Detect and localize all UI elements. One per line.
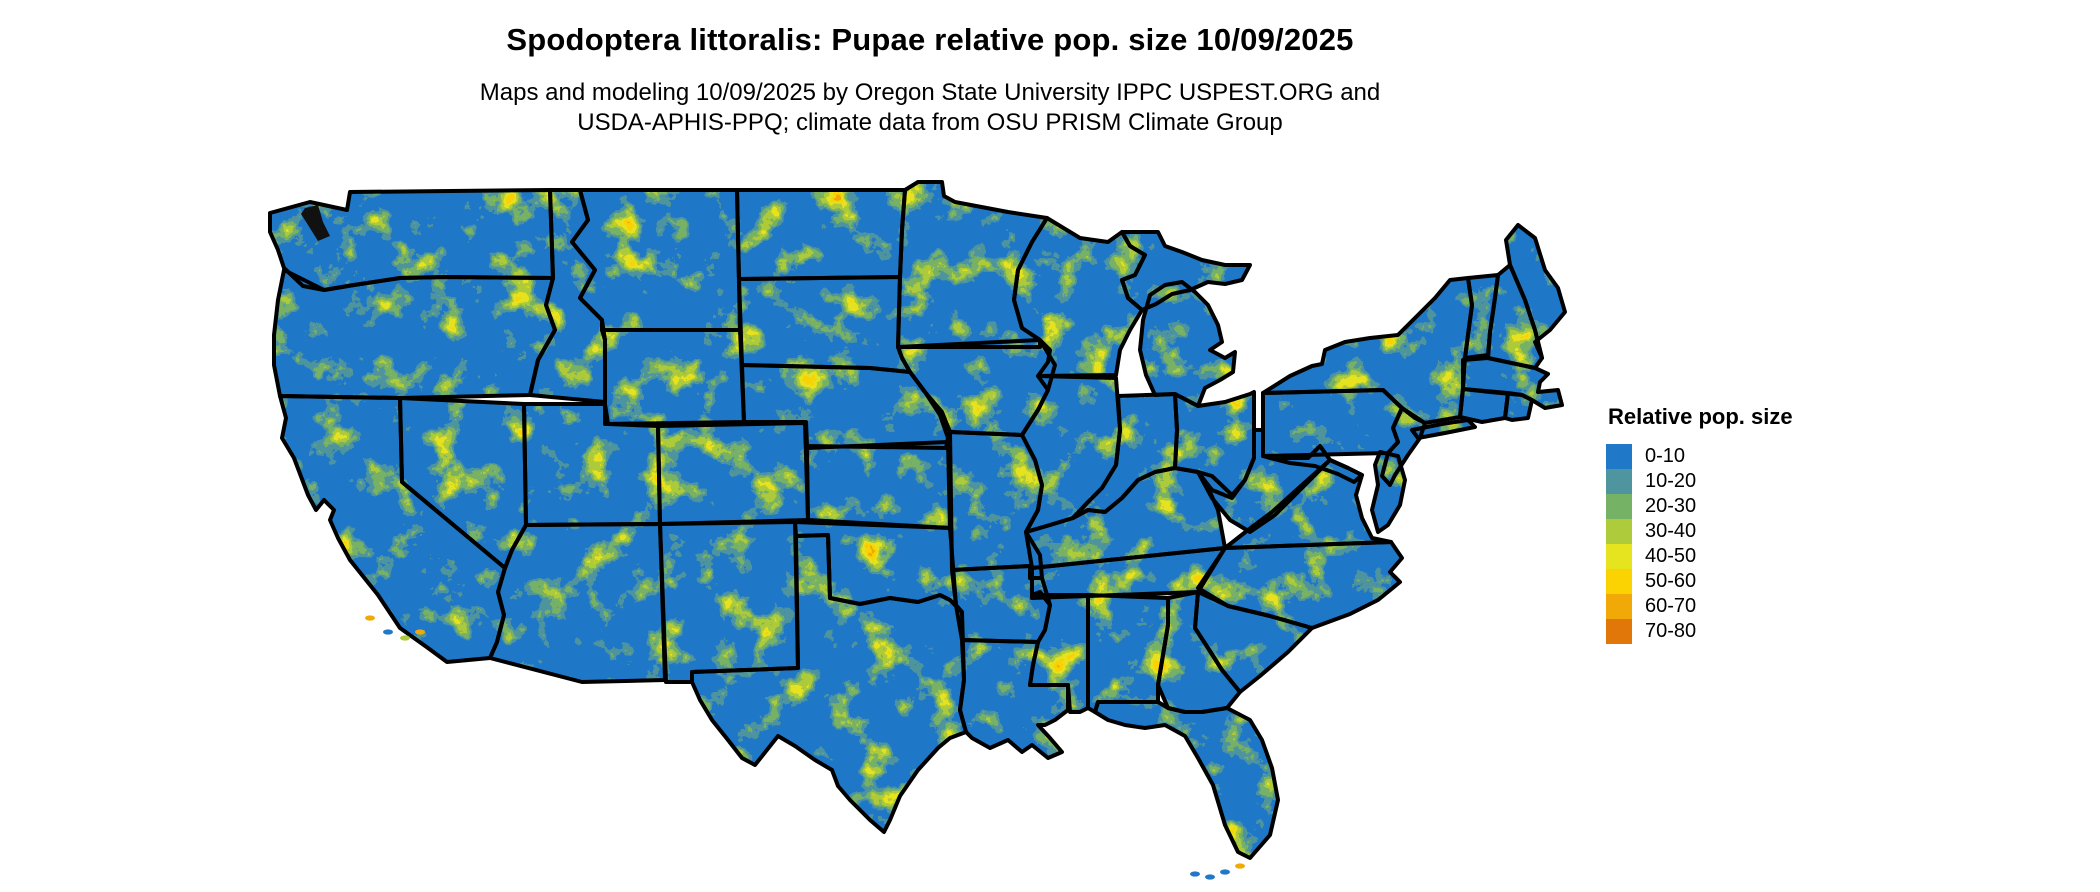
florida-key bbox=[1190, 871, 1200, 877]
state-massachusetts bbox=[1461, 356, 1564, 410]
state-texas bbox=[690, 533, 968, 834]
legend-item: 20-30 bbox=[1606, 494, 1793, 519]
legend-label: 70-80 bbox=[1645, 620, 1697, 642]
legend-item: 30-40 bbox=[1606, 519, 1793, 544]
legend-swatch-0-10 bbox=[1606, 444, 1632, 469]
legend-item: 10-20 bbox=[1606, 469, 1793, 494]
state-nebraska bbox=[740, 363, 950, 450]
legend-item: 60-70 bbox=[1606, 594, 1793, 619]
legend-swatch-20-30 bbox=[1606, 494, 1632, 519]
legend-label: 40-50 bbox=[1645, 545, 1697, 567]
legend-items: 0-10 10-20 20-30 30-40 40-50 50-60 60-70 70-80 bbox=[1606, 444, 1793, 644]
legend-title: Relative pop. size bbox=[1608, 404, 1793, 429]
state-michigan bbox=[1138, 280, 1237, 408]
map-subtitle: Maps and modeling 10/09/2025 by Oregon S… bbox=[0, 78, 1860, 138]
legend-label: 30-40 bbox=[1645, 520, 1697, 542]
channel-island bbox=[415, 629, 425, 635]
map-subtitle-line1: Maps and modeling 10/09/2025 by Oregon S… bbox=[479, 79, 1381, 106]
state-new-jersey bbox=[1380, 406, 1427, 487]
florida-key bbox=[1205, 874, 1215, 880]
state-north-carolina bbox=[1196, 540, 1404, 630]
legend-swatch-40-50 bbox=[1606, 544, 1632, 569]
state-alabama bbox=[1086, 593, 1170, 714]
legend-swatch-30-40 bbox=[1606, 519, 1632, 544]
channel-island bbox=[383, 629, 393, 635]
puget-sound bbox=[301, 205, 330, 241]
state-long-island bbox=[1410, 418, 1477, 440]
legend-swatch-70-80 bbox=[1606, 619, 1632, 644]
state-kentucky bbox=[1024, 466, 1227, 570]
legend-label: 20-30 bbox=[1645, 495, 1697, 517]
legend-swatch-10-20 bbox=[1606, 469, 1632, 494]
florida-key bbox=[1235, 863, 1245, 869]
state-new-york bbox=[1261, 276, 1474, 425]
channel-island bbox=[365, 615, 375, 621]
legend-item: 0-10 bbox=[1606, 444, 1793, 469]
channel-island bbox=[400, 635, 410, 641]
map-title: Spodoptera littoralis: Pupae relative po… bbox=[506, 22, 1354, 57]
legend-item: 40-50 bbox=[1606, 544, 1793, 569]
legend-swatch-50-60 bbox=[1606, 569, 1632, 594]
map-header: Spodoptera littoralis: Pupae relative po… bbox=[0, 22, 1860, 138]
state-maryland bbox=[1268, 444, 1364, 484]
legend-item: 50-60 bbox=[1606, 569, 1793, 594]
legend: Relative pop. size 0-10 10-20 20-30 30-40 40… bbox=[1606, 404, 1793, 644]
legend-label: 10-20 bbox=[1645, 470, 1697, 492]
legend-item: 70-80 bbox=[1606, 619, 1793, 644]
state-florida bbox=[1093, 700, 1280, 860]
state-maine bbox=[1504, 223, 1567, 360]
legend-swatch-60-70 bbox=[1606, 594, 1632, 619]
florida-key bbox=[1220, 869, 1230, 875]
population-raster bbox=[270, 182, 1565, 858]
map-subtitle-line2: USDA-APHIS-PPQ; climate data from OSU PR… bbox=[577, 109, 1283, 136]
legend-label: 50-60 bbox=[1645, 570, 1697, 592]
state-michigan-upper-peninsula bbox=[1120, 230, 1252, 312]
state-mississippi bbox=[1028, 590, 1090, 714]
legend-label: 60-70 bbox=[1645, 595, 1697, 617]
us-population-map bbox=[268, 180, 1567, 880]
legend-label: 0-10 bbox=[1645, 445, 1686, 467]
